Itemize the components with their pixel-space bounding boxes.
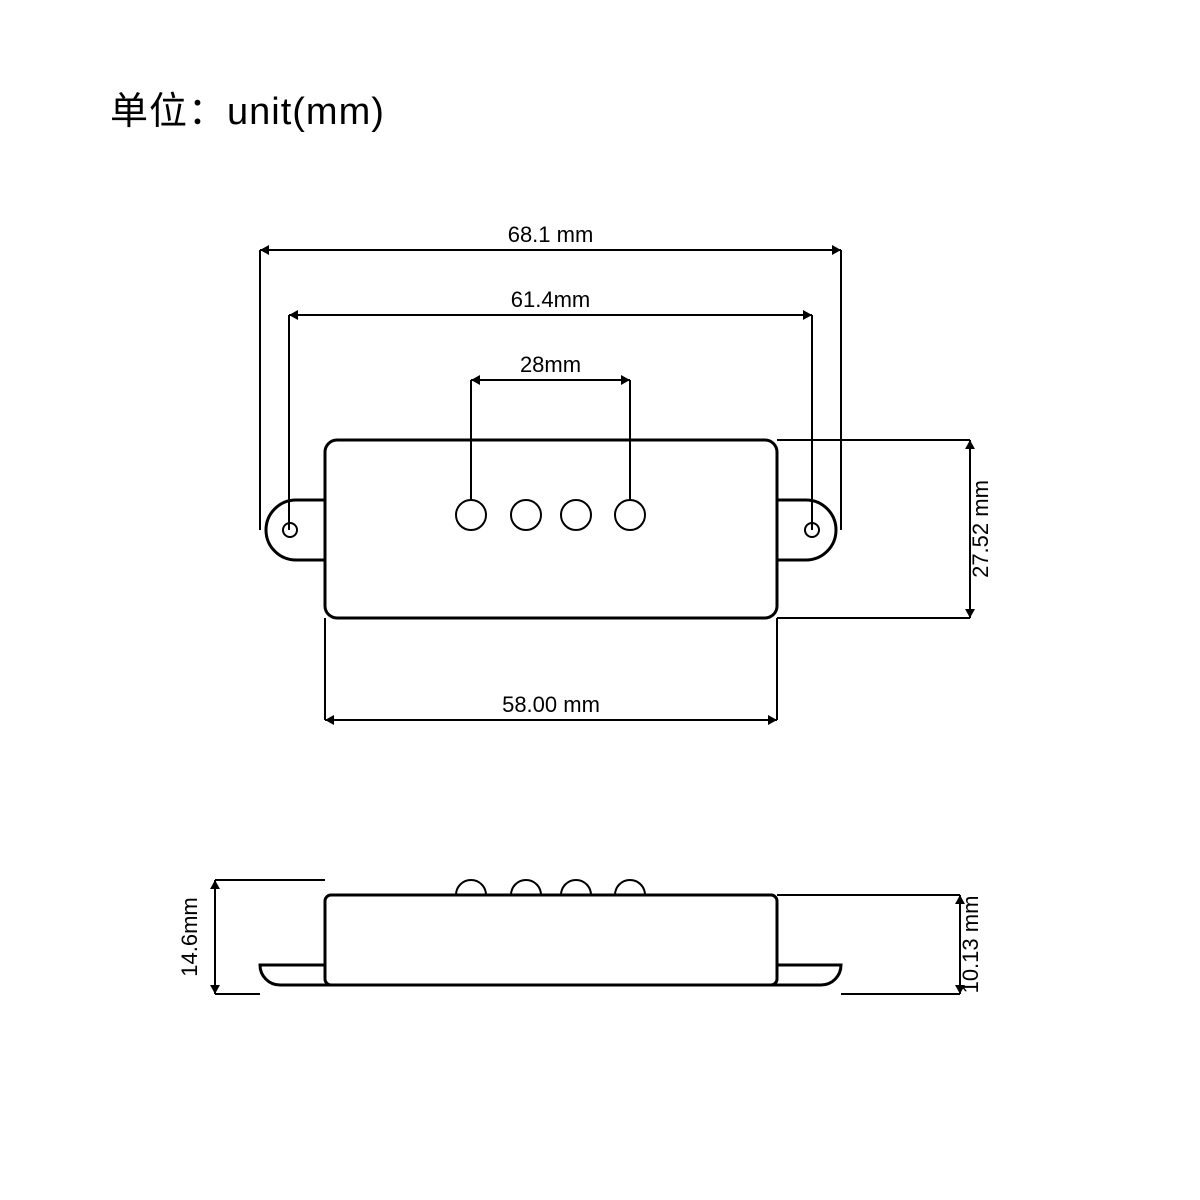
- dim-label: 58.00 mm: [502, 692, 600, 717]
- dim-label: 14.6mm: [177, 897, 202, 976]
- dim-label: 27.52 mm: [968, 480, 993, 578]
- side-view: [260, 880, 841, 985]
- dim-label: 61.4mm: [511, 287, 590, 312]
- drawing-svg: 68.1 mm 61.4mm 28mm 58.00 mm 27.52 mm 14.6mm 1…: [0, 0, 1200, 1200]
- top-view: [266, 440, 836, 618]
- dim-label: 28mm: [520, 352, 581, 377]
- dim-label: 68.1 mm: [508, 222, 594, 247]
- page: 单位：unit(mm) 68.1 mm61.4mm28mm58.00 mm27.…: [0, 0, 1200, 1200]
- dim-label: 10.13 mm: [958, 896, 983, 994]
